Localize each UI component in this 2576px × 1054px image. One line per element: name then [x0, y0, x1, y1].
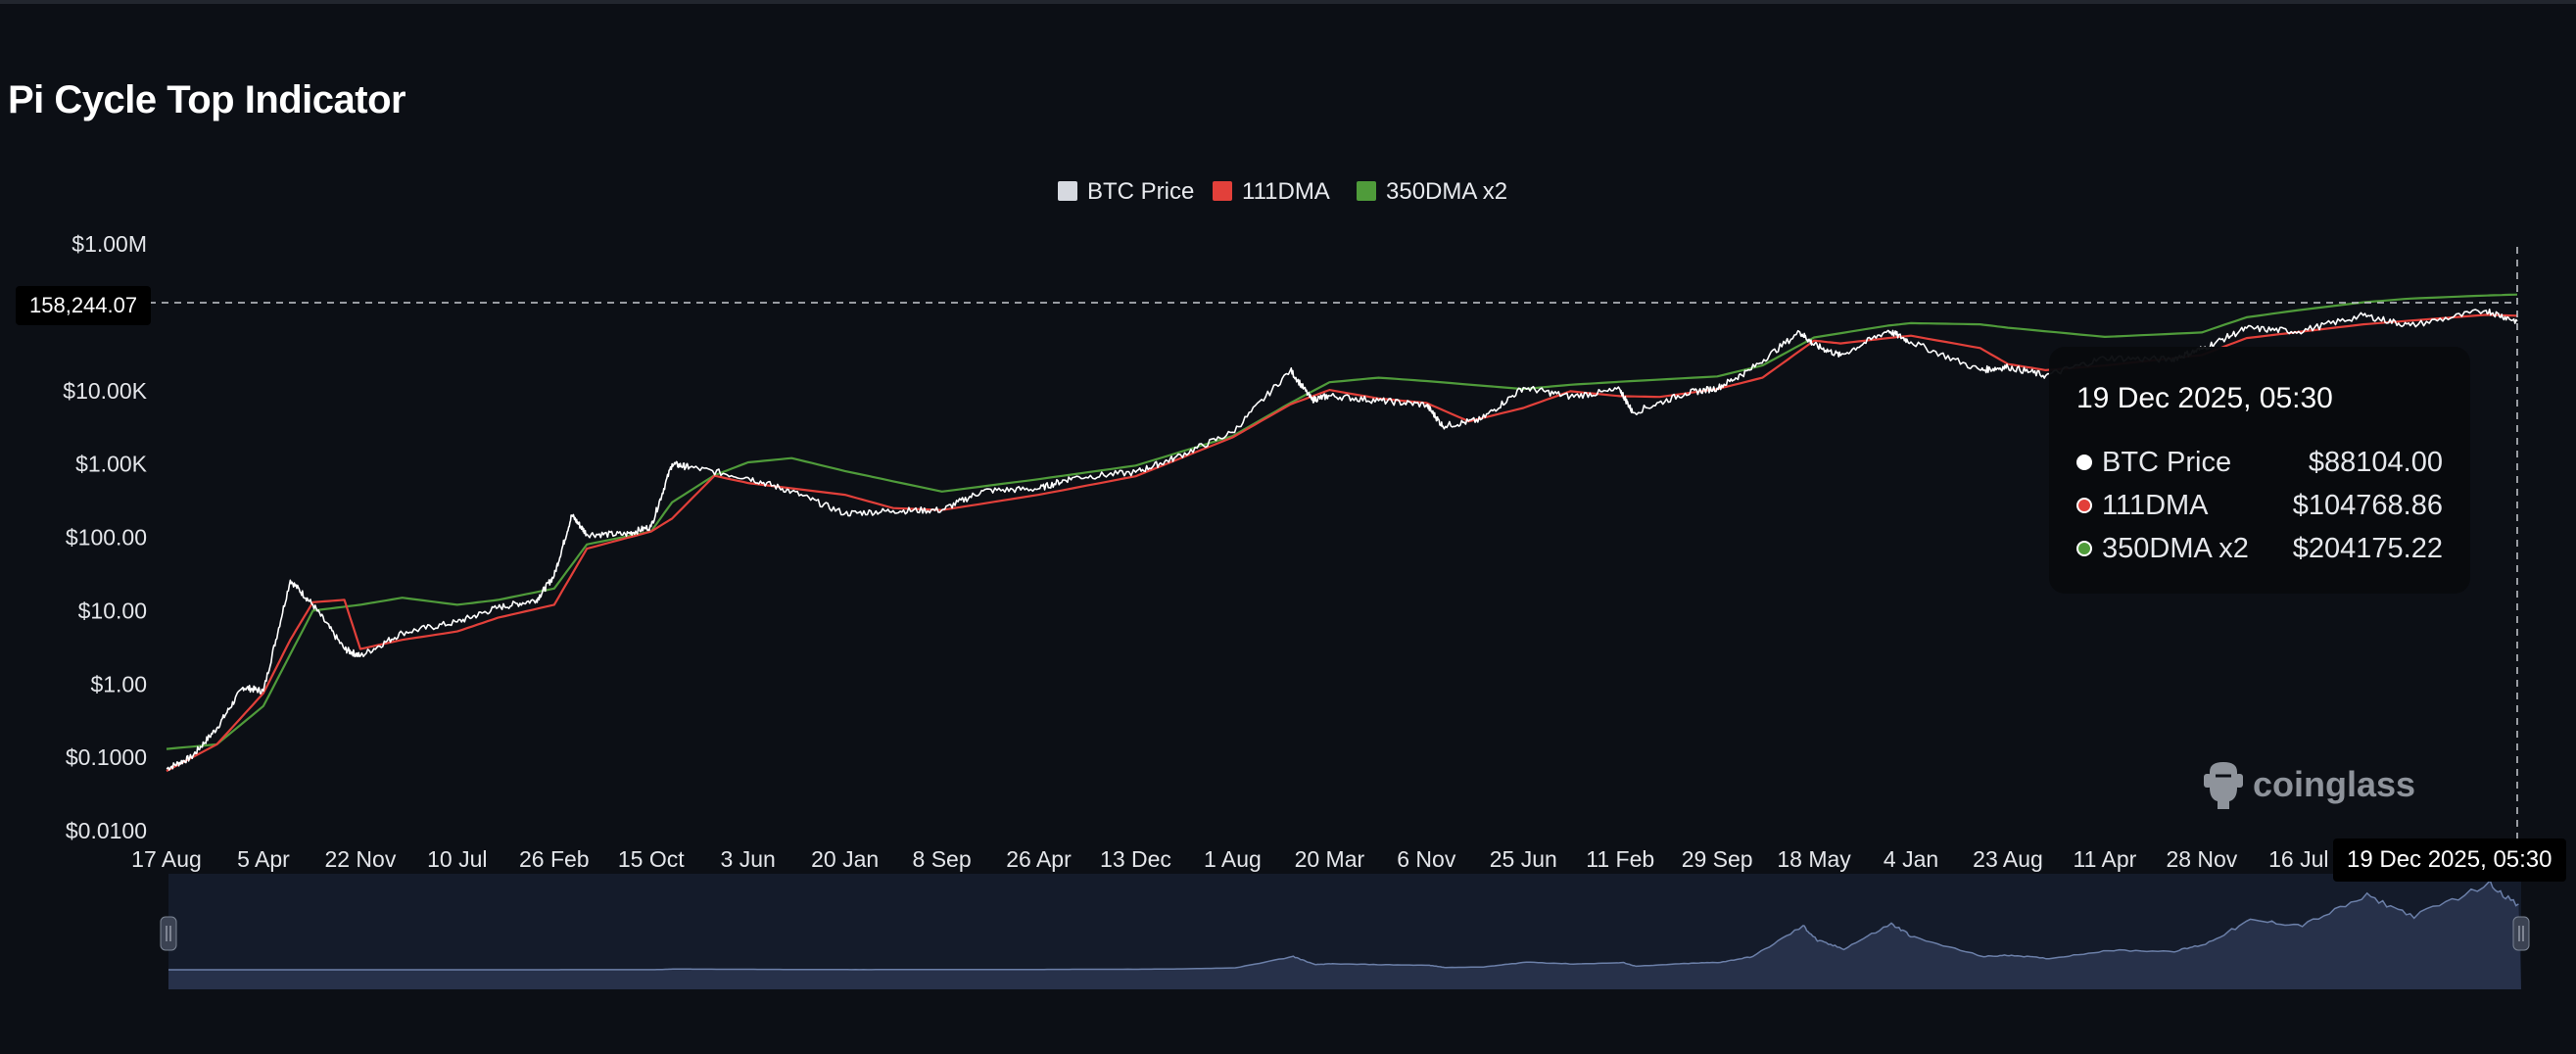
watermark-text: coinglass	[2253, 764, 2416, 804]
series-line-btc-price[interactable]	[166, 308, 2518, 771]
x-tick-label: 13 Dec	[1100, 846, 1171, 872]
tooltip-series-value: $104768.86	[2292, 489, 2443, 521]
tooltip-date: 19 Dec 2025, 05:30	[2076, 382, 2333, 414]
y-tick-label: $0.1000	[66, 744, 147, 770]
range-navigator[interactable]	[160, 874, 2530, 989]
x-tick-label: 3 Jun	[721, 846, 776, 872]
x-axis: 17 Aug 5 Apr 22 Nov 10 Jul 26 Feb 15 Oct 3 Jun…	[131, 846, 2328, 872]
legend-label: BTC Price	[1087, 178, 1194, 205]
legend-swatch-icon	[1213, 181, 1232, 201]
tooltip-series-value: $204175.22	[2292, 532, 2443, 564]
navigator-line	[168, 879, 2519, 971]
tooltip-series-name: 350DMA x2	[2102, 532, 2249, 564]
x-tick-label: 11 Feb	[1586, 846, 1654, 872]
x-tick-label: 20 Mar	[1295, 846, 1365, 872]
y-tick-label: $1.00K	[75, 452, 148, 477]
tooltip-row-111dma: 111DMA $104768.86	[2076, 484, 2443, 527]
x-tick-label: 17 Aug	[131, 846, 202, 872]
btc-price-dot-icon	[2076, 455, 2092, 470]
navigator-area	[168, 881, 2521, 989]
x-tick-label: 15 Oct	[618, 846, 685, 872]
350dma-x2-dot-icon	[2076, 541, 2092, 556]
x-tick-label: 10 Jul	[427, 846, 487, 872]
y-tick-label: $10.00K	[63, 378, 147, 404]
111dma-dot-icon	[2076, 498, 2092, 513]
tooltip-row-350dma-x2: 350DMA x2 $204175.22	[2076, 527, 2443, 570]
x-tick-label: 16 Jul	[2268, 846, 2328, 872]
tooltip-series-name: BTC Price	[2102, 446, 2232, 478]
legend: BTC Price 111DMA 350DMA x2	[1058, 178, 1507, 205]
crosshair-date-label: 19 Dec 2025, 05:30	[2333, 838, 2566, 882]
x-tick-label: 23 Aug	[1973, 846, 2043, 872]
crosshair-value-label: 158,244.07	[16, 286, 152, 325]
y-tick-label: $1.00	[90, 671, 147, 696]
tooltip-series-value: $88104.00	[2308, 446, 2443, 478]
legend-swatch-icon	[1357, 181, 1376, 201]
x-tick-label: 26 Apr	[1006, 846, 1072, 872]
legend-label: 111DMA	[1242, 178, 1330, 205]
x-tick-label: 1 Aug	[1204, 846, 1262, 872]
y-tick-label: $10.00	[78, 598, 147, 623]
x-tick-label: 5 Apr	[237, 846, 290, 872]
tooltip-series-name: 111DMA	[2102, 489, 2209, 521]
legend-item-111dma[interactable]: 111DMA	[1213, 178, 1330, 205]
series-line-350dma-x2[interactable]	[166, 293, 2518, 750]
x-tick-label: 26 Feb	[519, 846, 590, 872]
y-tick-label: $0.0100	[66, 818, 147, 843]
x-tick-label: 11 Apr	[2074, 846, 2137, 872]
x-tick-label: 25 Jun	[1490, 846, 1557, 872]
x-tick-label: 20 Jan	[811, 846, 879, 872]
y-axis: $1.00M $10.00K $1.00K $100.00 $10.00 $1.00 $0.…	[63, 231, 147, 843]
drag-handle-icon[interactable]	[160, 916, 177, 951]
x-tick-label: 28 Nov	[2166, 846, 2237, 872]
y-tick-label: $100.00	[66, 525, 147, 551]
navigator-right-handle[interactable]	[2512, 916, 2530, 951]
x-tick-label: 6 Nov	[1397, 846, 1456, 872]
legend-label: 350DMA x2	[1386, 178, 1507, 205]
legend-swatch-icon	[1058, 181, 1077, 201]
drag-handle-icon[interactable]	[2512, 916, 2530, 951]
page-title: Pi Cycle Top Indicator	[8, 78, 406, 121]
x-tick-label: 18 May	[1777, 846, 1851, 872]
coinglass-logo-icon	[2204, 762, 2243, 809]
x-tick-label: 4 Jan	[1884, 846, 1938, 872]
tooltip-row-btc-price: BTC Price $88104.00	[2076, 441, 2443, 484]
watermark: coinglass	[2202, 758, 2415, 811]
x-tick-label: 22 Nov	[324, 846, 396, 872]
y-tick-label: $1.00M	[72, 231, 147, 257]
legend-item-350dma-x2[interactable]: 350DMA x2	[1357, 178, 1507, 205]
x-tick-label: 29 Sep	[1682, 846, 1753, 872]
navigator-left-handle[interactable]	[160, 916, 177, 951]
x-tick-label: 8 Sep	[913, 846, 972, 872]
tooltip: 19 Dec 2025, 05:30 BTC Price $88104.00 1…	[2049, 347, 2470, 594]
top-rule	[0, 0, 2576, 4]
legend-item-btc-price[interactable]: BTC Price	[1058, 178, 1194, 205]
